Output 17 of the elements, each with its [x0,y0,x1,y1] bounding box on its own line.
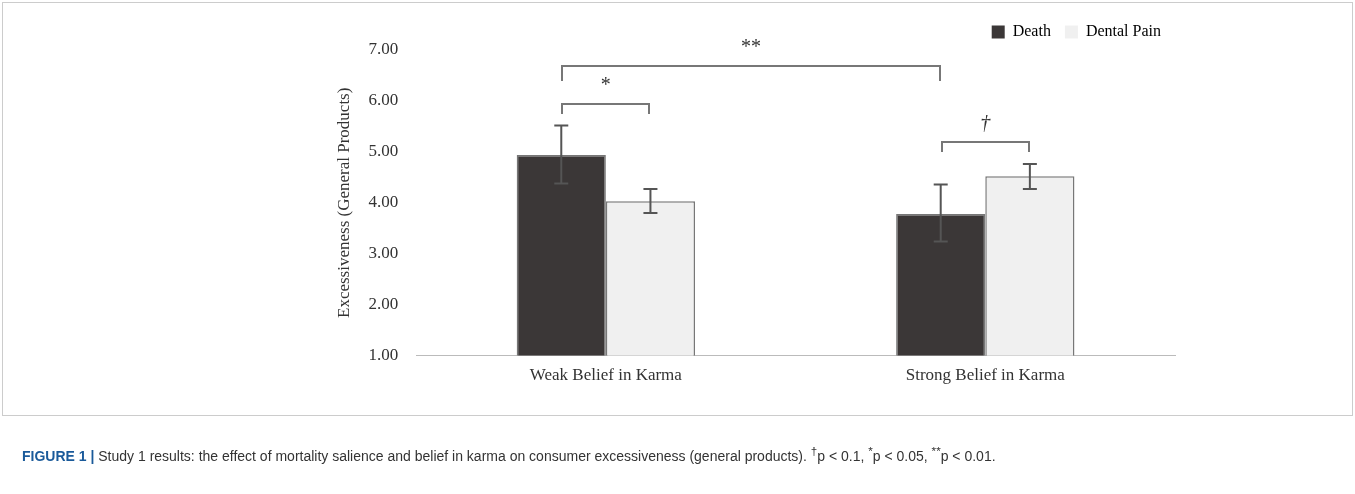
annotation: * [600,73,611,97]
y-axis-title: Excessiveness (General Products) [333,87,353,318]
y-tick-label: 5.00 [368,141,399,161]
x-tick-label: Weak Belief in Karma [529,365,683,385]
text: Study 1 results: the effect of mortality salience and belief in karma on consumer excessiveness (general products). $^{†}$p < 0.1, $^{*}$p < 0.05, $^{**}$p < 0.01. [98,444,996,464]
legend-label: Dental Pain [1085,22,1161,40]
legend-label: Death [1012,22,1051,40]
y-tick-label: 6.00 [368,90,399,110]
annotation: † [980,110,991,134]
y-tick-label: 7.00 [368,39,399,59]
x-tick-label: Strong Belief in Karma [905,365,1066,385]
annotation: ** [740,35,761,59]
y-tick-label: 4.00 [368,192,399,212]
y-tick-label: 1.00 [368,345,399,365]
caption: FIGURE 1 | [22,447,95,464]
y-tick-label: 2.00 [368,294,399,314]
y-tick-label: 3.00 [368,243,399,263]
